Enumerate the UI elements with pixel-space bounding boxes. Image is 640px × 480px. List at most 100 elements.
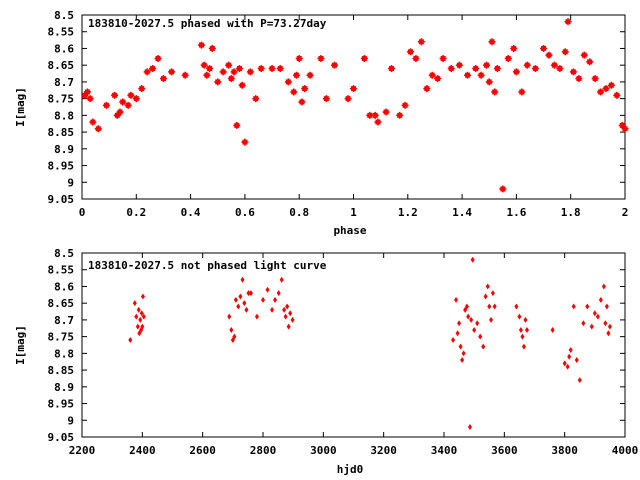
phased-y-tick-label: 8.5 — [54, 9, 74, 22]
phased-data-point — [613, 91, 621, 99]
unphased-y-tick-label: 8.5 — [54, 247, 74, 260]
phased-data-point — [564, 18, 572, 26]
unphased-data-point — [487, 303, 492, 310]
phased-data-point — [94, 125, 102, 133]
phased-y-tick-label: 8.6 — [54, 42, 74, 55]
unphased-data-point — [520, 333, 525, 340]
unphased-x-tick-label: 2800 — [250, 444, 277, 457]
phased-data-point — [540, 44, 548, 52]
unphased-panel-title: 183810-2027.5 not phased light curve — [88, 259, 327, 272]
phased-data-point — [447, 65, 455, 73]
unphased-y-tick-label: 8.7 — [54, 314, 74, 327]
unphased-y-tick-label: 8.65 — [48, 297, 75, 310]
phased-data-point — [298, 98, 306, 106]
phased-data-point — [556, 65, 564, 73]
phased-data-point — [86, 95, 94, 103]
phased-data-point — [322, 95, 330, 103]
unphased-data-point — [574, 357, 579, 364]
phased-y-tick-label: 8.75 — [48, 93, 75, 106]
phased-x-tick-label: 1.8 — [561, 206, 581, 219]
unphased-data-point — [137, 330, 142, 337]
unphased-data-point — [460, 357, 465, 364]
unphased-x-tick-label: 2600 — [189, 444, 216, 457]
phased-data-point — [504, 54, 512, 62]
unphased-x-tick-label: 3200 — [370, 444, 397, 457]
unphased-data-point — [604, 303, 609, 310]
phased-data-point — [124, 101, 132, 109]
unphased-data-point — [286, 323, 291, 330]
unphased-data-point — [232, 333, 237, 340]
phased-data-point — [181, 71, 189, 79]
phased-data-point — [241, 138, 249, 146]
unphased-data-point — [517, 313, 522, 320]
phased-y-tick-label: 8.65 — [48, 59, 75, 72]
unphased-data-point — [589, 323, 594, 330]
phased-data-point — [434, 75, 442, 83]
phased-data-point — [225, 61, 233, 69]
unphased-y-tick-label: 9.05 — [48, 431, 75, 444]
phased-data-point — [388, 65, 396, 73]
phased-x-tick-label: 0.2 — [126, 206, 146, 219]
phased-data-point — [439, 54, 447, 62]
unphased-data-point — [288, 310, 293, 317]
unphased-data-point — [236, 303, 241, 310]
phased-y-tick-label: 8.95 — [48, 160, 75, 173]
unphased-data-point — [265, 286, 270, 293]
phased-data-point — [499, 185, 507, 193]
unphased-data-point — [567, 353, 572, 360]
unphased-data-point — [455, 330, 460, 337]
phased-data-point — [168, 68, 176, 76]
phased-data-point — [238, 81, 246, 89]
phased-data-point — [268, 65, 276, 73]
phased-data-point — [518, 88, 526, 96]
unphased-data-point — [244, 306, 249, 313]
phased-x-tick-label: 1 — [350, 206, 357, 219]
phased-x-tick-label: 2 — [622, 206, 629, 219]
phased-data-point — [306, 71, 314, 79]
phased-data-point — [550, 61, 558, 69]
phased-panel-title: 183810-2027.5 phased with P=73.27day — [88, 17, 327, 30]
unphased-y-axis-label: I[mag] — [14, 325, 27, 365]
unphased-data-point — [523, 316, 528, 323]
unphased-plot-frame — [81, 252, 626, 438]
phased-y-tick-label: 8.85 — [48, 126, 75, 139]
phased-y-tick-label: 9 — [67, 176, 74, 189]
phased-data-point — [276, 65, 284, 73]
unphased-data-point — [581, 320, 586, 327]
unphased-data-point — [571, 303, 576, 310]
phased-data-point — [580, 51, 588, 59]
unphased-y-tick-label: 8.8 — [54, 347, 74, 360]
phased-data-point — [116, 108, 124, 116]
phased-data-point — [371, 111, 379, 119]
phased-x-tick-label: 1.6 — [506, 206, 526, 219]
phased-data-point — [83, 88, 91, 96]
unphased-data-point — [485, 283, 490, 290]
phased-data-point — [111, 91, 119, 99]
phased-data-point — [523, 61, 531, 69]
phased-data-point — [455, 61, 463, 69]
phased-x-tick-label: 0.4 — [181, 206, 201, 219]
unphased-data-point — [492, 303, 497, 310]
phased-data-point — [330, 61, 338, 69]
phased-data-point — [412, 54, 420, 62]
phased-data-point — [360, 54, 368, 62]
unphased-y-tick-label: 8.95 — [48, 398, 75, 411]
unphased-data-point — [518, 326, 523, 333]
phased-x-axis-label: phase — [333, 224, 366, 237]
unphased-data-point — [467, 423, 472, 430]
phased-y-tick-label: 8.7 — [54, 76, 74, 89]
unphased-data-point — [463, 306, 468, 313]
phased-data-point — [561, 48, 569, 56]
unphased-data-point — [282, 306, 287, 313]
unphased-data-point — [458, 343, 463, 350]
unphased-data-point — [603, 320, 608, 327]
phased-data-point — [423, 85, 431, 93]
phased-data-point — [143, 68, 151, 76]
unphased-data-point — [238, 293, 243, 300]
unphased-data-point — [550, 326, 555, 333]
phased-data-point — [512, 68, 520, 76]
phased-data-point — [575, 75, 583, 83]
phased-data-point — [621, 125, 629, 133]
phased-panel: 183810-2027.5 phased with P=73.27day pha… — [14, 9, 629, 237]
phased-data-point — [401, 101, 409, 109]
